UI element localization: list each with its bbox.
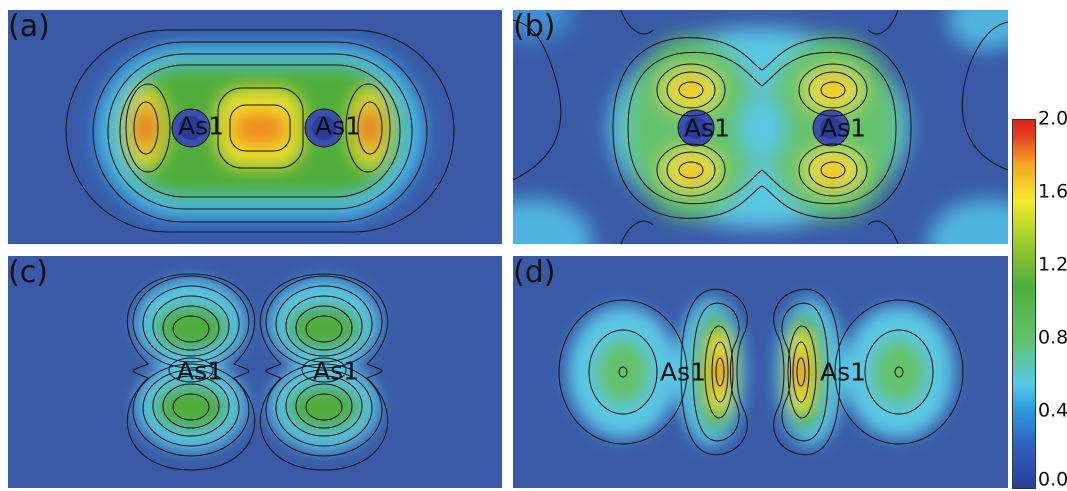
atom-label-as1-right: As1	[312, 356, 360, 386]
atom-label-as1-right: As1	[819, 113, 867, 143]
atom-label-as1-left: As1	[177, 111, 225, 141]
panel-d-plot	[513, 256, 1008, 488]
colorbar-legend: 2.0 1.6 1.2 0.8 0.4 0.0	[1010, 109, 1067, 491]
panel-a-label: (a)	[8, 10, 50, 44]
panel-c: (c) As1 As1	[8, 256, 502, 488]
atom-label-as1-right: As1	[819, 357, 867, 387]
colorbar-tick-0-4: 0.4	[1038, 399, 1067, 422]
panel-d: (d) As1 As1	[513, 256, 1008, 488]
panel-a-plot	[8, 10, 502, 244]
panel-d-label: (d)	[513, 256, 556, 290]
atom-label-as1-left: As1	[683, 113, 731, 143]
colorbar-tick-1-2: 1.2	[1038, 253, 1067, 276]
panel-c-label: (c)	[8, 256, 48, 290]
atom-label-as1-left: As1	[176, 356, 224, 386]
panel-b: (b) As1 As1	[513, 10, 1008, 244]
colorbar-tick-2-0: 2.0	[1038, 107, 1067, 130]
panel-b-label: (b)	[513, 10, 556, 44]
panel-b-plot	[513, 10, 1008, 244]
panel-c-plot	[8, 256, 502, 488]
colorbar-tick-0-0: 0.0	[1038, 468, 1067, 491]
atom-label-as1-right: As1	[314, 111, 362, 141]
colorbar-gradient	[1012, 119, 1036, 489]
colorbar-tick-1-6: 1.6	[1038, 180, 1067, 203]
atom-label-as1-left: As1	[659, 357, 707, 387]
colorbar-tick-0-8: 0.8	[1038, 326, 1067, 349]
panel-a: (a) As1 As1	[8, 10, 502, 244]
